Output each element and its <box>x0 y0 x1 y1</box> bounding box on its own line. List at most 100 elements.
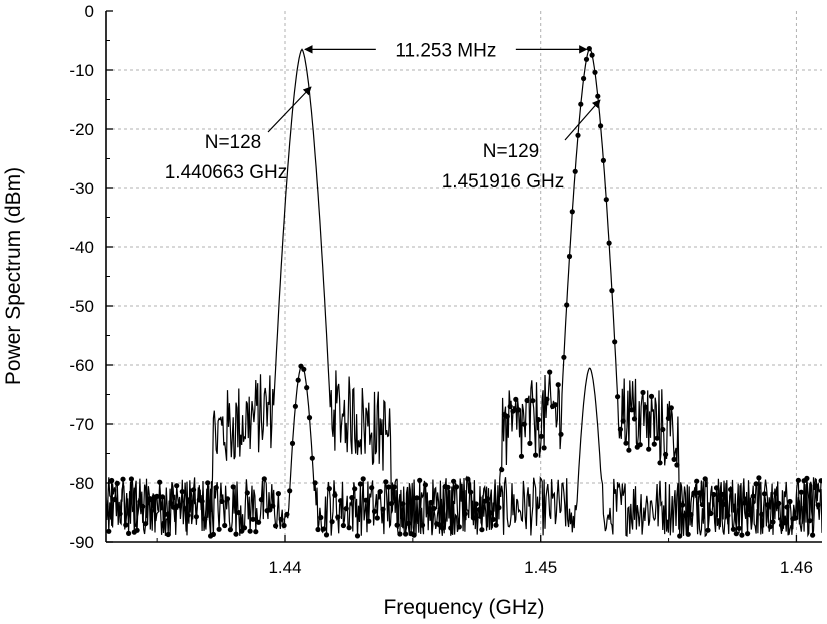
series-point <box>530 398 536 404</box>
series-point <box>518 453 525 459</box>
series-point <box>761 491 768 497</box>
series-point <box>677 533 683 539</box>
series-point <box>439 525 445 531</box>
series-point <box>445 484 451 490</box>
series-point <box>179 489 185 495</box>
series-point <box>137 499 143 505</box>
series-point <box>168 500 174 506</box>
series-point <box>527 440 533 446</box>
series-point <box>304 385 310 391</box>
series-point <box>363 497 369 503</box>
series-point <box>691 490 697 496</box>
series-point <box>171 504 177 510</box>
series-point <box>366 518 372 524</box>
series-point <box>504 413 510 419</box>
series-point <box>615 394 621 400</box>
series-point <box>730 526 737 532</box>
series-point <box>306 415 313 421</box>
series-point <box>776 500 782 506</box>
series-point <box>258 497 264 503</box>
x-tick-label: 1.44 <box>268 558 301 577</box>
series-point <box>807 518 813 524</box>
series-point <box>485 496 491 502</box>
annotation-n128-label: N=128 <box>205 132 262 153</box>
series-point <box>109 477 115 484</box>
series-point <box>589 52 595 58</box>
series-point <box>377 489 383 495</box>
series-point <box>736 525 742 531</box>
series-point <box>236 509 242 516</box>
annotation-n129-frequency: 1.451916 GHz <box>442 171 565 192</box>
series-line-2 <box>106 47 822 537</box>
series-point <box>117 511 123 517</box>
series-point <box>685 531 691 537</box>
series-point <box>414 495 420 501</box>
series-point <box>646 446 652 452</box>
series-point <box>453 484 460 490</box>
series-point <box>267 507 273 513</box>
series-point <box>230 484 236 490</box>
series-point <box>157 479 163 485</box>
series-point <box>419 522 426 528</box>
series-point <box>247 528 253 534</box>
series-point <box>660 426 666 433</box>
series-point <box>595 93 601 99</box>
series-point <box>617 426 624 432</box>
series-point <box>210 531 216 538</box>
x-tick-label: 1.46 <box>780 558 813 577</box>
series-point <box>202 516 208 522</box>
series-point <box>665 415 672 421</box>
series-point <box>671 456 677 462</box>
series-point <box>227 527 233 533</box>
series-point <box>719 491 725 497</box>
series-point <box>535 417 542 423</box>
series-point <box>600 157 607 163</box>
series-point <box>176 502 183 508</box>
series-point <box>188 499 194 505</box>
series-point <box>191 487 197 493</box>
series-point <box>708 510 714 517</box>
series-point <box>270 503 276 509</box>
series-point <box>759 511 765 517</box>
series-point <box>781 520 787 526</box>
series-point <box>199 498 205 504</box>
series-point <box>174 483 180 489</box>
series-point <box>143 521 149 527</box>
series-point <box>564 302 570 308</box>
series-point <box>631 416 638 422</box>
series-point <box>233 531 239 537</box>
annotation-n128-arrow <box>267 86 312 133</box>
series-point <box>281 522 287 529</box>
series-point <box>626 447 632 453</box>
series-point <box>287 488 293 494</box>
series-point <box>224 496 231 502</box>
series-point <box>321 526 327 532</box>
series-point <box>323 532 330 538</box>
series-point <box>312 480 318 486</box>
series-point <box>612 339 618 345</box>
series-point <box>340 522 346 529</box>
series-point <box>620 418 626 424</box>
series-point <box>216 526 222 532</box>
y-tick-label: -40 <box>69 238 94 257</box>
series-point <box>694 478 700 484</box>
series-point <box>544 396 550 402</box>
series-point <box>128 476 134 482</box>
series-point <box>397 531 403 537</box>
series-point <box>541 445 547 451</box>
series-point <box>335 514 341 520</box>
series-point <box>510 408 516 414</box>
series-point <box>773 490 779 496</box>
spacing-label: 11.253 MHz <box>395 40 496 61</box>
series-point <box>547 369 553 375</box>
series-point <box>391 484 397 490</box>
series-point <box>470 515 476 521</box>
series-point <box>702 476 708 482</box>
series-point <box>301 366 307 372</box>
series-point <box>651 441 657 447</box>
series-point <box>253 529 259 535</box>
y-tick-label: -10 <box>69 61 94 80</box>
series-point <box>688 511 694 518</box>
annotation-n128-frequency: 1.440663 GHz <box>165 162 288 183</box>
